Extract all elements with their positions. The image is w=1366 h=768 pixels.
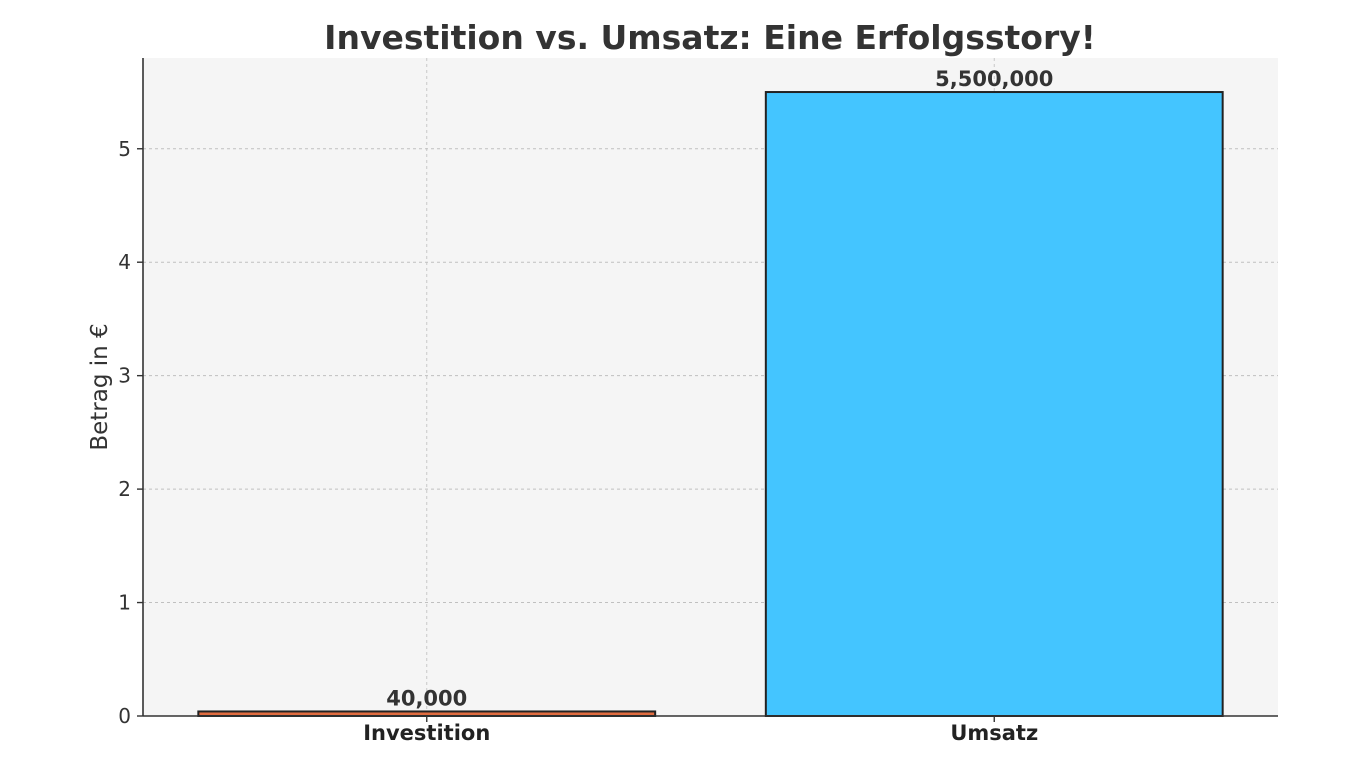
x-axis-ticks: Investition Umsatz	[363, 716, 1038, 745]
x-tick-label: Umsatz	[950, 721, 1038, 745]
y-axis-label: Betrag in €	[87, 323, 113, 450]
y-tick-label: 0	[118, 704, 131, 728]
y-tick-label: 3	[118, 364, 131, 388]
y-tick-label: 5	[118, 137, 131, 161]
y-tick-label: 4	[118, 250, 131, 274]
y-axis-ticks: 0 1 2 3 4 5	[118, 137, 143, 728]
bar-value-label: 40,000	[386, 686, 467, 710]
x-tick-label: Investition	[363, 721, 490, 745]
bar-umsatz	[764, 91, 1224, 717]
bars	[197, 91, 1224, 718]
y-tick-label: 2	[118, 477, 131, 501]
bar-value-label: 5,500,000	[935, 67, 1053, 91]
chart-title: Investition vs. Umsatz: Eine Erfolgsstor…	[324, 18, 1096, 57]
y-tick-label: 1	[118, 591, 131, 615]
bar-value-labels: 40,000 5,500,000	[386, 67, 1053, 710]
